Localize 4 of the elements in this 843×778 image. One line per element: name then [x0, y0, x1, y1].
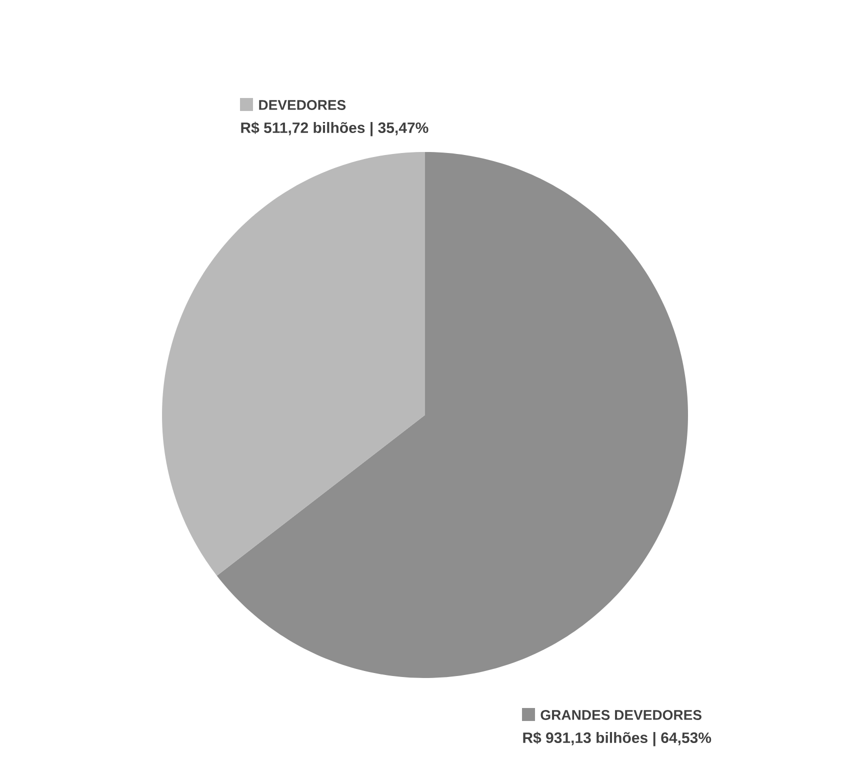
legend-label: DEVEDORES — [259, 100, 346, 110]
legend-label: GRANDES DEVEDORES — [540, 710, 702, 720]
data-label: R$ 511,72 bilhões | 35,47% — [241, 122, 428, 136]
data-label: R$ 931,13 bilhões | 64,53% — [523, 732, 712, 746]
